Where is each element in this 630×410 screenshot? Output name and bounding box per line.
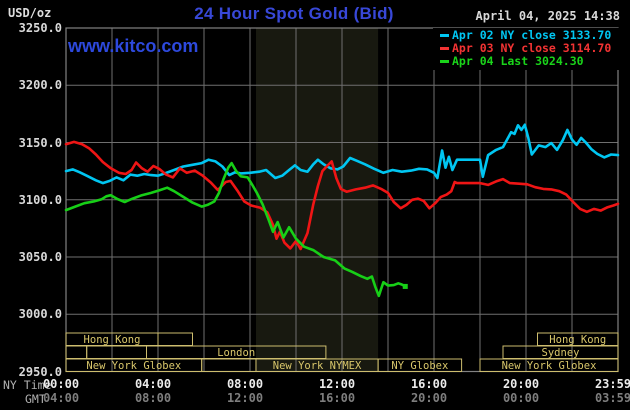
legend-dash-icon (440, 34, 449, 37)
last-price-marker (402, 283, 408, 289)
session-label: Hong Kong (84, 334, 141, 346)
x-axis-row2-label: GMT (25, 392, 46, 406)
x-tick-label-gmt: 08:00 (134, 391, 172, 405)
session-label: New York Globex (86, 360, 181, 372)
x-tick-label-gmt: 03:59 (594, 391, 630, 405)
x-tick-label-nytime: 23:59 (594, 377, 630, 391)
x-tick-label-gmt: 20:00 (410, 391, 448, 405)
kitco-watermark-link[interactable]: www.kitco.com (68, 36, 199, 56)
y-tick-label: 3250.0 (18, 21, 62, 35)
session-label: Sydney (542, 347, 580, 359)
y-tick-label: 3100.0 (18, 192, 62, 207)
session-label: London (217, 347, 255, 359)
x-tick-label-gmt: 12:00 (226, 391, 264, 405)
legend-dash-icon (440, 60, 449, 63)
legend: Apr 02 NY close 3133.70 Apr 03 NY close … (433, 28, 625, 70)
session-box-segment (86, 345, 147, 359)
y-tick-label: 2950.0 (18, 364, 62, 379)
page-title: 24 Hour Spot Gold (Bid) (194, 4, 394, 23)
x-tick-label-nytime: 08:00 (226, 377, 264, 391)
chart-timestamp: April 04, 2025 14:38 (475, 9, 621, 23)
x-tick-label-gmt: 04:00 (42, 391, 80, 405)
x-axis-row1-label: NY Time (3, 378, 52, 392)
session-label: Hong Kong (549, 334, 606, 346)
x-tick-label-nytime: 00:00 (42, 377, 80, 391)
session-box-segment (201, 358, 257, 372)
legend-row-apr04: Apr 04 Last 3024.30 (433, 55, 625, 68)
session-box-ny-globex (377, 358, 463, 372)
legend-label: Apr 04 Last 3024.30 (452, 54, 584, 68)
y-tick-label: 3150.0 (18, 135, 62, 150)
x-tick-label-gmt: 00:00 (502, 391, 540, 405)
series-line-apr-03 (64, 140, 620, 251)
legend-row-apr02: Apr 02 NY close 3133.70 (433, 29, 625, 42)
x-tick-label-gmt: 16:00 (318, 391, 356, 405)
y-tick-label: 3000.0 (18, 307, 62, 322)
legend-label: Apr 02 NY close 3133.70 (452, 28, 612, 42)
legend-dash-icon (440, 47, 449, 50)
legend-label: Apr 03 NY close 3114.70 (452, 41, 612, 55)
y-tick-label: 3050.0 (18, 250, 62, 264)
session-box-segment (65, 345, 88, 359)
session-label: New York NYMEX (273, 360, 362, 372)
legend-row-apr03: Apr 03 NY close 3114.70 (433, 42, 625, 55)
session-label: New York Globex (502, 360, 597, 372)
session-label: NY Globex (391, 360, 448, 372)
x-tick-label-nytime: 16:00 (410, 377, 448, 391)
x-tick-label-nytime: 04:00 (134, 377, 172, 391)
session-box-segment (157, 332, 193, 346)
x-tick-label-nytime: 12:00 (318, 377, 356, 391)
x-tick-label-nytime: 20:00 (502, 377, 540, 391)
session-box-new-york-globex (479, 358, 619, 372)
y-tick-label: 3200.0 (18, 78, 62, 93)
series-line-apr-04 (64, 161, 407, 298)
y-axis-units-label: USD/oz (8, 6, 52, 20)
